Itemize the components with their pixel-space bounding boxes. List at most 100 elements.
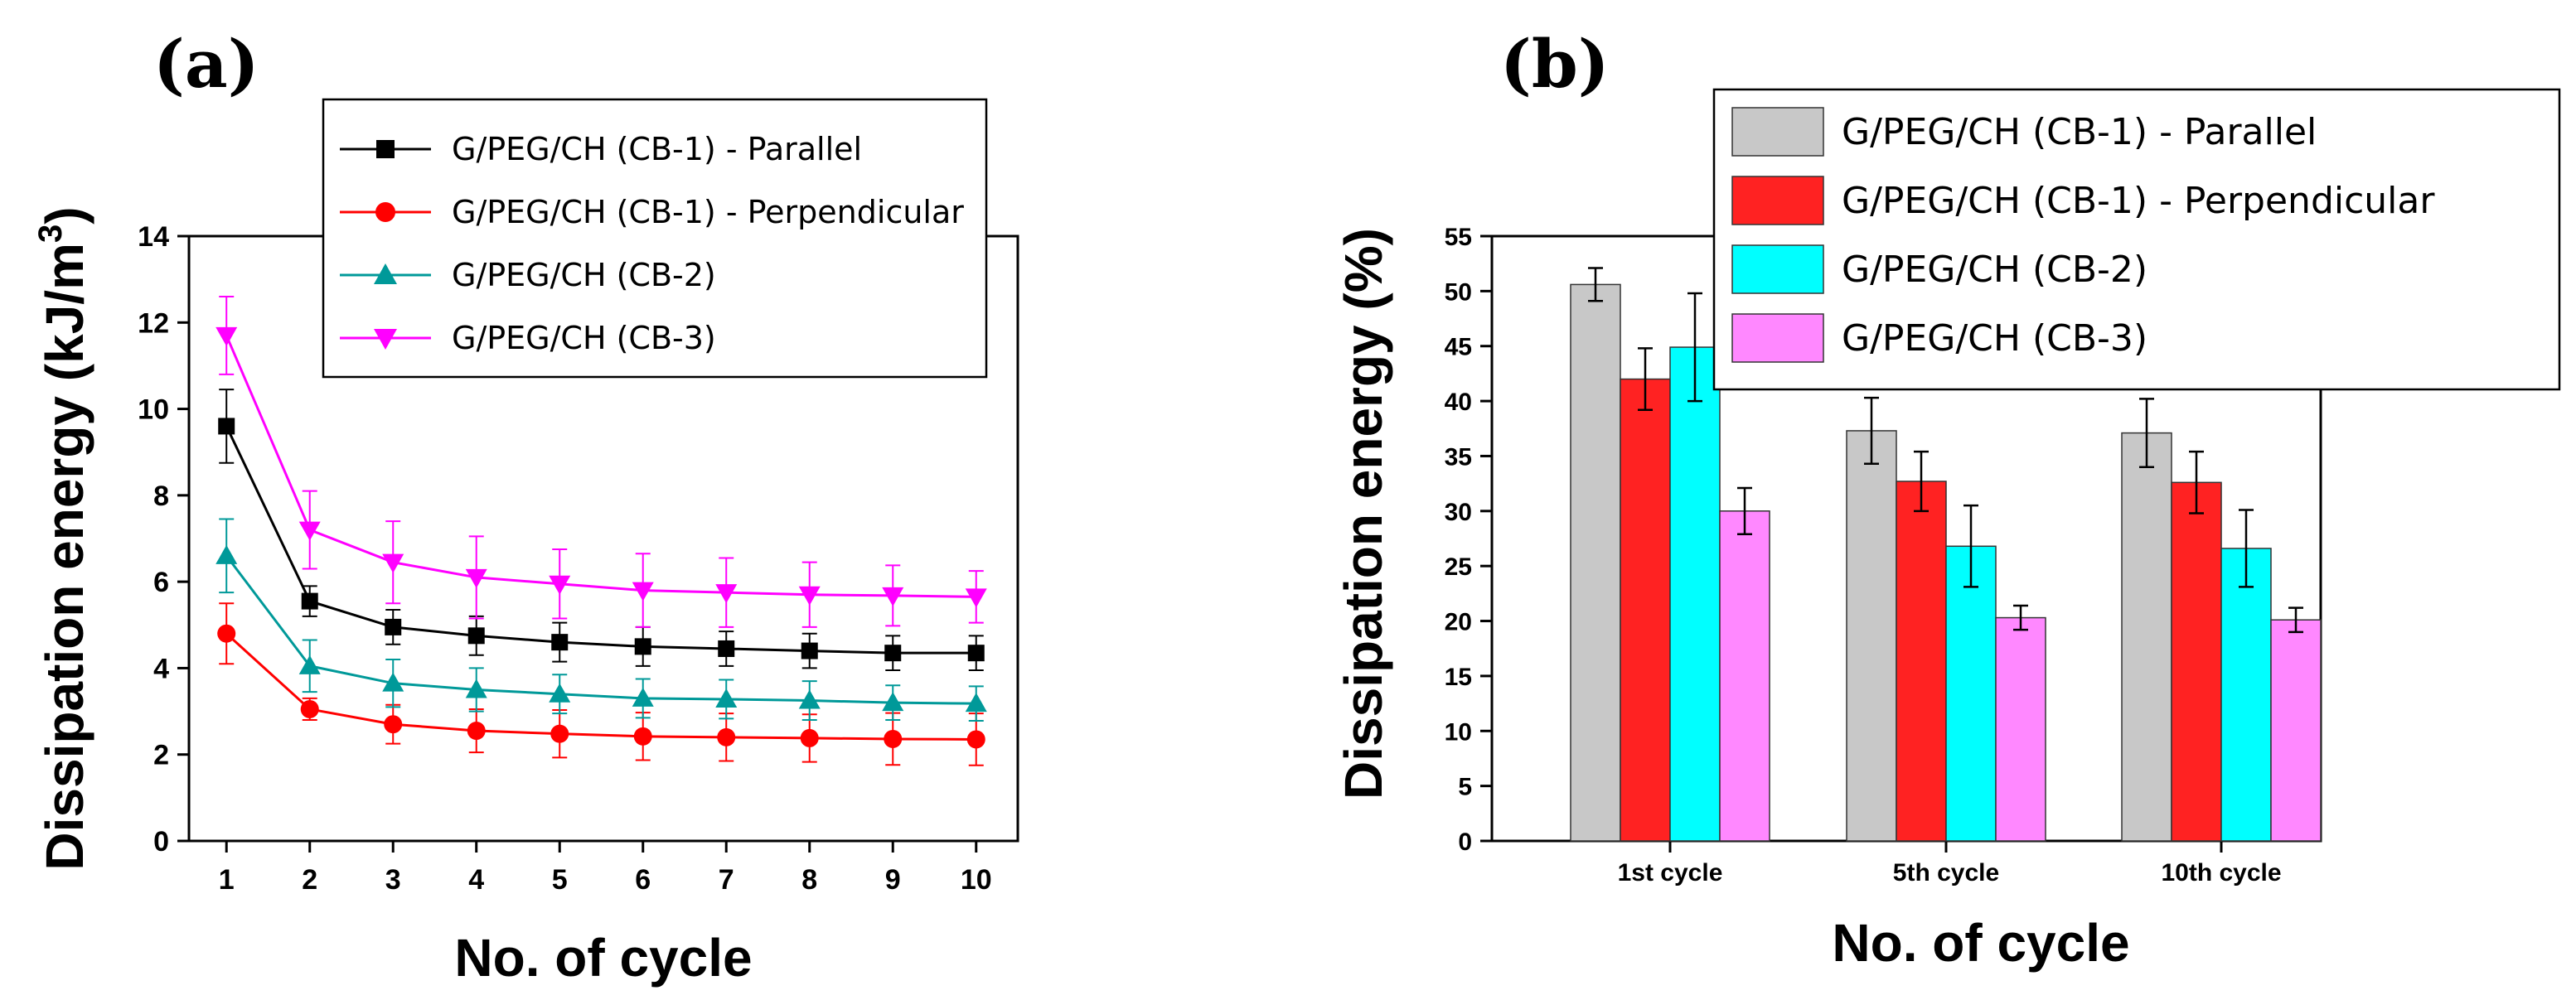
a-marker-s0-2 bbox=[385, 618, 402, 635]
b-y-tick-label: 0 bbox=[1458, 829, 1472, 856]
b-bar-2-3 bbox=[2270, 619, 2322, 842]
a-legend-label: G/PEG/CH (CB-1) - Parallel bbox=[452, 131, 862, 167]
a-marker-s1-9 bbox=[966, 730, 985, 749]
a-legend-label: G/PEG/CH (CB-1) - Perpendicular bbox=[452, 194, 964, 230]
a-marker-s3-3 bbox=[465, 568, 487, 588]
panel-b: (b) 0 5 10 15 20 25 30 35 40 45 50 55 1st cycle 5th c… bbox=[1334, 25, 2561, 973]
a-marker-s3-2 bbox=[382, 553, 404, 573]
b-bar-2-1 bbox=[2171, 481, 2222, 842]
b-legend-label: G/PEG/CH (CB-1) - Perpendicular bbox=[1842, 180, 2435, 222]
b-y-tick-label: 20 bbox=[1445, 609, 1472, 636]
b-bar-0-1 bbox=[1620, 378, 1671, 842]
a-legend-label: G/PEG/CH (CB-3) bbox=[452, 320, 716, 356]
a-marker-s0-1 bbox=[301, 592, 318, 610]
b-x-tick-label: 5th cycle bbox=[1893, 859, 1999, 886]
a-marker-s0-5 bbox=[634, 638, 651, 655]
a-x-tick-label: 9 bbox=[885, 864, 901, 896]
a-series-0 bbox=[218, 389, 985, 672]
a-y-tick-label: 10 bbox=[138, 394, 169, 426]
a-x-tick-label: 2 bbox=[302, 864, 317, 896]
a-y-tick-label: 2 bbox=[153, 740, 169, 771]
b-y-tick-label: 25 bbox=[1445, 553, 1472, 581]
b-bar-1-0 bbox=[1846, 430, 1897, 842]
a-series-line-0 bbox=[225, 425, 976, 655]
a-marker-s1-4 bbox=[550, 724, 569, 743]
b-bar-1-1 bbox=[1896, 481, 1947, 842]
a-marker-s2-3 bbox=[465, 679, 487, 698]
b-y-tick-label: 55 bbox=[1445, 224, 1472, 251]
a-marker-s3-1 bbox=[298, 521, 321, 541]
a-marker-s3-0 bbox=[215, 326, 238, 346]
a-marker-s0-0 bbox=[218, 418, 235, 435]
a-y-tick-label: 14 bbox=[138, 221, 169, 253]
panel-b-y-axis-title: Dissipation energy (%) bbox=[1334, 228, 1393, 800]
b-y-tick-label: 5 bbox=[1458, 774, 1472, 801]
a-marker-s2-5 bbox=[632, 687, 654, 707]
a-marker-s1-0 bbox=[217, 624, 236, 643]
b-legend-swatch bbox=[1731, 107, 1824, 157]
a-marker-s3-7 bbox=[798, 586, 821, 606]
a-marker-s1-8 bbox=[884, 729, 903, 748]
b-y-tick-label: 45 bbox=[1445, 334, 1472, 361]
a-x-tick-label: 1 bbox=[219, 864, 235, 896]
a-x-tick-label: 3 bbox=[385, 864, 401, 896]
a-marker-s1-2 bbox=[384, 715, 403, 734]
a-series-line-3 bbox=[225, 335, 976, 598]
b-bar-1-2 bbox=[1945, 545, 1997, 842]
b-bar-2-0 bbox=[2121, 432, 2172, 842]
a-x-tick-label: 7 bbox=[719, 864, 734, 896]
a-y-tick-label: 12 bbox=[138, 307, 169, 339]
b-legend-label: G/PEG/CH (CB-3) bbox=[1842, 317, 2147, 360]
a-marker-s1-6 bbox=[717, 727, 736, 746]
a-marker-s2-2 bbox=[382, 672, 404, 692]
a-marker-s0-8 bbox=[884, 645, 902, 662]
b-x-tick-label: 1st cycle bbox=[1618, 859, 1723, 886]
a-marker-s0-3 bbox=[467, 627, 485, 645]
panel-b-x-axis-title: No. of cycle bbox=[1832, 913, 2129, 973]
b-bar-2-2 bbox=[2220, 548, 2272, 842]
b-y-tick-label: 10 bbox=[1445, 718, 1472, 746]
a-marker-s3-legend bbox=[374, 329, 397, 350]
a-x-tick-label: 6 bbox=[635, 864, 651, 896]
b-y-tick-label: 30 bbox=[1445, 499, 1472, 526]
a-x-tick-label: 5 bbox=[552, 864, 568, 896]
a-marker-s2-1 bbox=[298, 655, 321, 674]
a-marker-s2-0 bbox=[215, 544, 238, 564]
a-series-1 bbox=[217, 602, 985, 766]
b-legend-swatch bbox=[1731, 244, 1824, 294]
a-marker-s1-1 bbox=[300, 699, 319, 718]
a-marker-s1-7 bbox=[800, 728, 819, 747]
b-y-tick-label: 35 bbox=[1445, 443, 1472, 471]
a-marker-s2-8 bbox=[882, 692, 904, 712]
a-marker-s1-3 bbox=[467, 722, 486, 741]
a-marker-s1-legend bbox=[375, 202, 395, 222]
b-bar-1-3 bbox=[1995, 616, 2046, 842]
a-marker-s2-4 bbox=[549, 683, 571, 703]
a-marker-s0-9 bbox=[967, 645, 985, 662]
b-legend-label: G/PEG/CH (CB-2) bbox=[1842, 249, 2147, 291]
panel-a-y-axis-title: Dissipation energy (kJ/m3) bbox=[32, 206, 94, 870]
a-marker-s2-7 bbox=[798, 689, 821, 709]
b-bar-0-0 bbox=[1570, 283, 1621, 842]
a-series-3 bbox=[215, 296, 987, 628]
b-x-tick-label: 10th cycle bbox=[2161, 859, 2281, 886]
b-y-tick-label: 40 bbox=[1445, 389, 1472, 416]
a-x-tick-label: 8 bbox=[801, 864, 817, 896]
a-y-tick-label: 8 bbox=[153, 481, 169, 512]
panel-b-label: (b) bbox=[1500, 25, 1610, 103]
a-legend-label: G/PEG/CH (CB-2) bbox=[452, 257, 716, 293]
b-legend-swatch bbox=[1731, 176, 1824, 225]
b-legend-swatch bbox=[1731, 313, 1824, 363]
panel-b-legend: G/PEG/CH (CB-1) - Parallel G/PEG/CH (CB-1… bbox=[1712, 88, 2561, 391]
a-marker-s3-8 bbox=[882, 587, 904, 606]
a-marker-s3-4 bbox=[549, 575, 571, 595]
a-y-tick-label: 4 bbox=[153, 653, 169, 684]
b-y-tick-label: 15 bbox=[1445, 664, 1472, 691]
a-marker-s2-9 bbox=[965, 693, 987, 713]
a-marker-s2-6 bbox=[715, 688, 738, 708]
a-marker-s0-7 bbox=[801, 642, 818, 659]
panel-a-label: (a) bbox=[153, 25, 259, 103]
b-legend-label: G/PEG/CH (CB-1) - Parallel bbox=[1842, 111, 2317, 153]
